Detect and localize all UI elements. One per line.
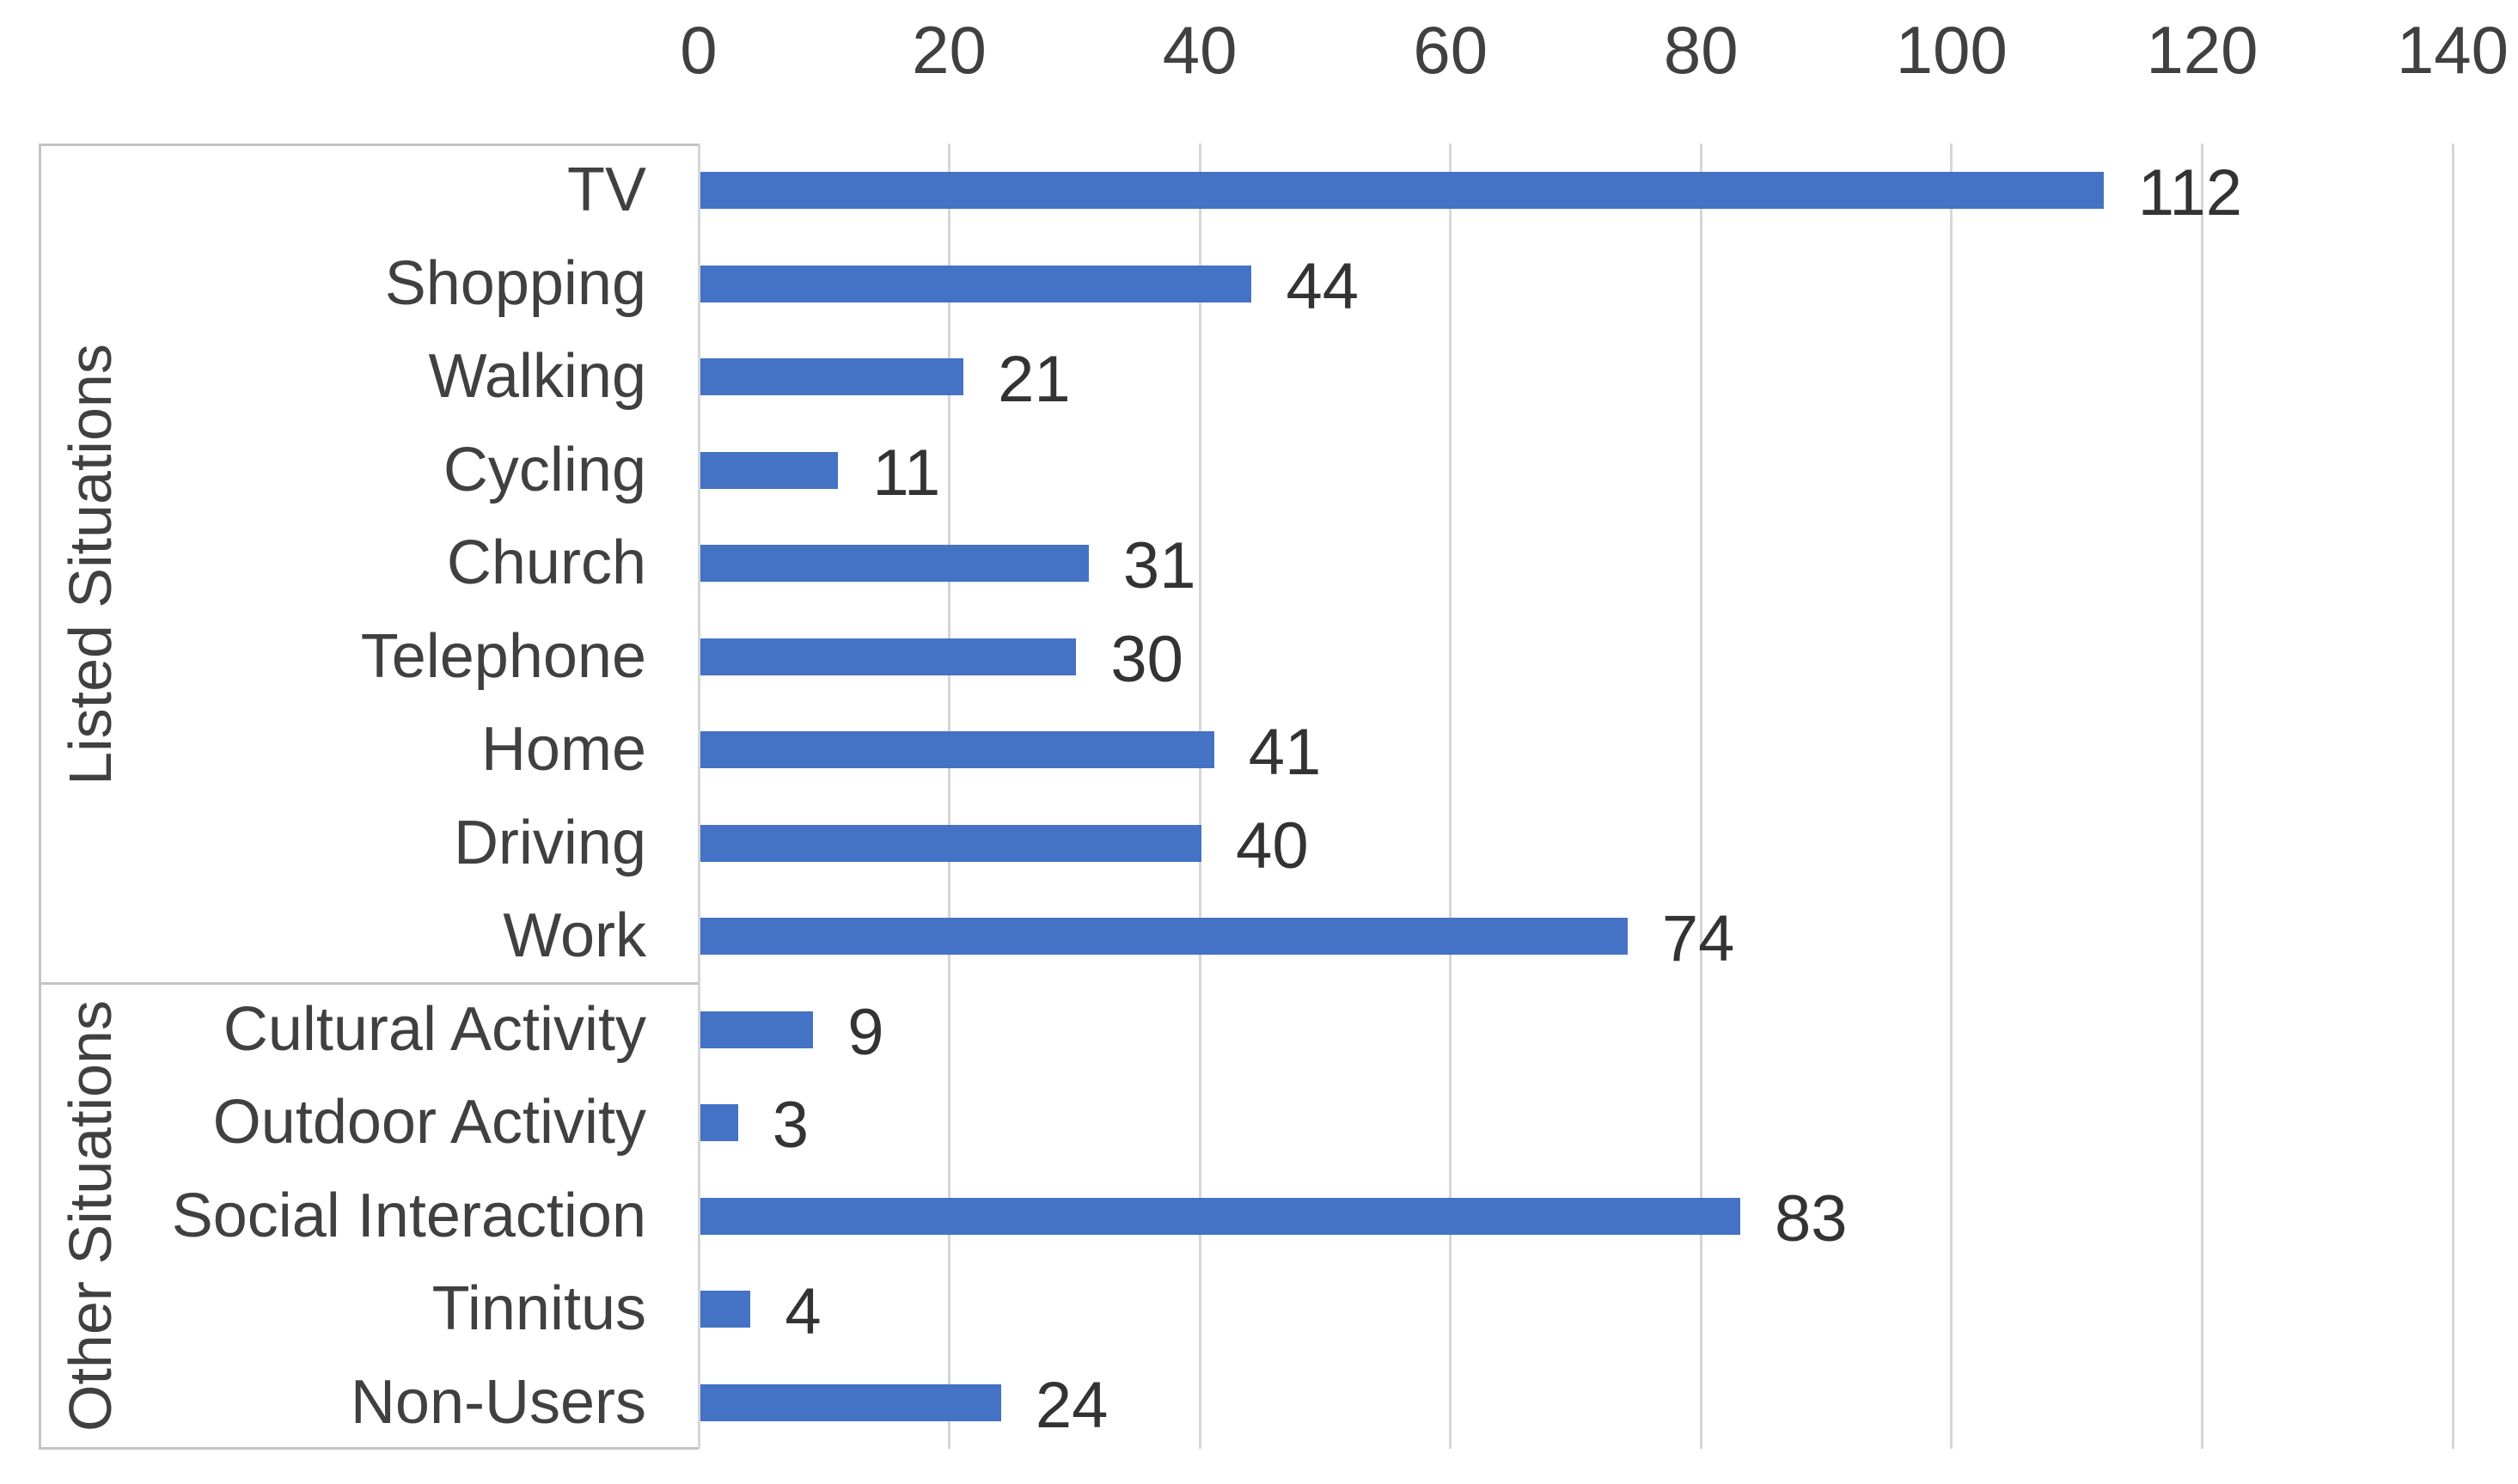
bar [700,1197,1741,1235]
bar [700,1291,751,1328]
value-label: 9 [847,995,884,1069]
gridline [1950,144,1953,1449]
category-label: Social Interaction [171,1181,646,1250]
gridline [948,144,951,1449]
value-label: 21 [998,343,1071,417]
x-axis-tick-label: 140 [2396,12,2509,88]
bar [700,638,1077,675]
value-label: 30 [1110,622,1183,696]
bar [700,1104,738,1142]
group-divider [39,982,699,985]
bar [700,451,839,489]
value-label: 40 [1236,809,1309,882]
value-label: 41 [1248,716,1322,790]
x-axis-tick-label: 20 [912,12,987,88]
value-label: 4 [785,1275,822,1349]
x-axis-tick-label: 80 [1663,12,1739,88]
gridline [1198,144,1201,1449]
value-label: 44 [1286,249,1359,323]
bar [700,1011,814,1048]
x-axis-tick-label: 100 [1895,12,2008,88]
category-axis-box-bottom [39,1447,699,1450]
category-label: Outdoor Activity [212,1088,646,1157]
value-label: 31 [1122,529,1196,603]
value-label: 3 [772,1089,810,1163]
x-axis-tick-label: 0 [680,12,718,88]
gridline [697,144,700,1449]
x-axis-tick-label: 120 [2146,12,2258,88]
x-axis-tick-label: 60 [1413,12,1488,88]
bar [700,265,1252,302]
x-axis-tick-label: 40 [1162,12,1238,88]
category-label: Work [503,901,646,971]
bar [700,545,1089,583]
category-axis-box-left [39,144,41,1449]
bar [700,824,1202,862]
category-label: TV [566,156,646,225]
bar [700,172,2104,210]
category-label: Walking [428,342,646,412]
category-axis-box-top [39,144,699,146]
bar [700,358,964,396]
category-label: Cycling [443,435,646,504]
category-label: Driving [453,808,646,877]
category-label: Shopping [384,248,646,318]
gridline [2200,144,2203,1449]
gridline [1449,144,1452,1449]
category-label: Church [446,528,646,598]
gridline [1699,144,1702,1449]
value-label: 83 [1775,1182,1848,1255]
value-label: 24 [1035,1368,1109,1442]
category-label: Non-Users [350,1367,646,1437]
category-label: Cultural Activity [223,994,646,1064]
bar [700,731,1214,769]
category-label: Tinnitus [431,1274,646,1344]
bar [700,918,1628,956]
value-label: 11 [872,436,941,510]
value-label: 112 [2137,156,2242,230]
gridline [2451,144,2454,1449]
category-label: Telephone [360,621,646,691]
category-label: Home [480,715,646,785]
bar [700,1383,1001,1421]
value-label: 74 [1661,902,1735,976]
